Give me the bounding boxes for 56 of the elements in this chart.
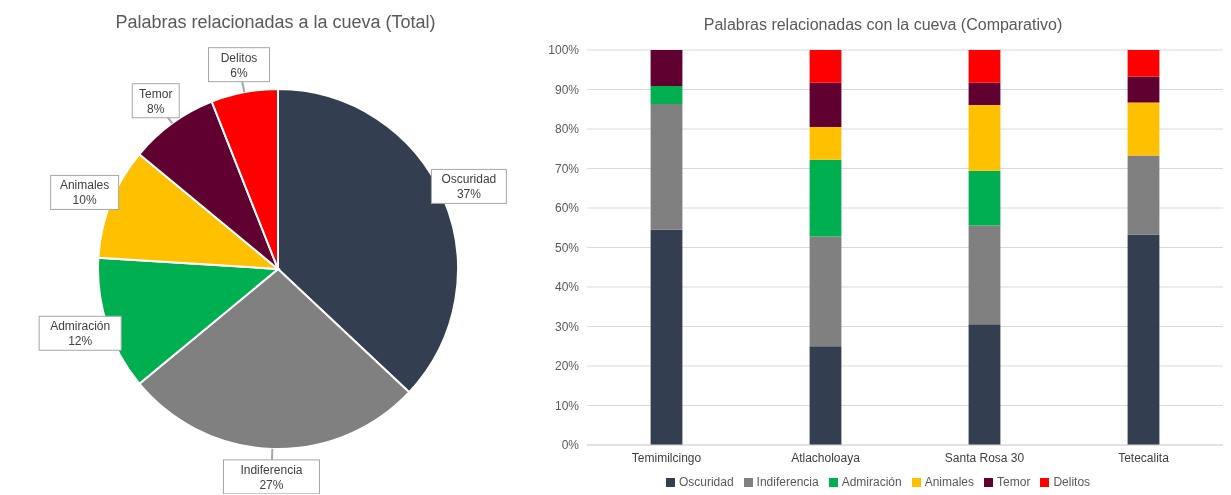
data-label: 8% — [147, 101, 165, 116]
bar — [968, 170, 1001, 226]
y-tick-label: 90% — [554, 82, 580, 97]
legend-label: Indiferencia — [756, 475, 819, 489]
bar — [650, 229, 683, 445]
y-tick-label: 100% — [548, 43, 580, 58]
y-tick-label: 10% — [554, 398, 580, 413]
y-tick-label: 80% — [554, 122, 580, 137]
bar — [650, 104, 683, 230]
y-tick-label: 40% — [554, 280, 580, 295]
x-tick-label: Atlacholoaya — [791, 450, 861, 465]
bar — [968, 104, 1001, 171]
slice-label: Admiración — [50, 319, 111, 334]
bar — [650, 50, 683, 86]
legend-label: Animales — [924, 475, 975, 489]
legend-label: Admiración — [841, 475, 902, 489]
x-tick-label: Tetecalita — [1118, 450, 1170, 465]
bar — [650, 85, 683, 105]
bar — [968, 324, 1001, 445]
slice-label: Indiferencia — [240, 462, 303, 477]
chart-title: Palabras relacionadas a la cueva (Total) — [114, 11, 437, 34]
bar — [1127, 155, 1160, 235]
data-label: 10% — [72, 193, 97, 208]
legend-label: Temor — [997, 475, 1031, 489]
slice-label: Oscuridad — [441, 172, 497, 187]
data-label: 27% — [259, 477, 284, 492]
chart-title: Palabras relacionadas con la cueva (Comparativo) — [702, 15, 1064, 35]
x-tick-label: Temimilcingo — [631, 450, 702, 465]
legend-label: Delitos — [1053, 475, 1091, 489]
y-tick-label: 70% — [554, 161, 580, 176]
data-label: 37% — [456, 187, 482, 202]
bar — [968, 50, 1001, 83]
bar — [809, 82, 842, 128]
y-tick-label: 0% — [561, 438, 580, 453]
bar — [1127, 234, 1160, 445]
y-tick-label: 20% — [554, 359, 580, 374]
bar — [1127, 50, 1160, 77]
data-label: 6% — [230, 65, 249, 80]
bar — [968, 82, 1001, 105]
bar — [809, 159, 842, 237]
bar — [809, 346, 842, 445]
y-tick-label: 50% — [554, 240, 580, 255]
bar — [1127, 76, 1160, 103]
bar — [809, 127, 842, 160]
slice-label: Delitos — [220, 50, 258, 65]
slice-label: Temor — [139, 86, 173, 101]
y-tick-label: 30% — [554, 319, 580, 334]
bar — [968, 225, 1001, 325]
bar — [809, 50, 842, 83]
data-label: 12% — [68, 334, 93, 349]
legend-label: Oscuridad — [678, 475, 734, 489]
bar — [1127, 102, 1160, 156]
bar — [809, 236, 842, 347]
y-tick-label: 60% — [554, 201, 580, 216]
x-tick-label: Santa Rosa 30 — [944, 450, 1025, 465]
slice-label: Animales — [59, 178, 110, 193]
